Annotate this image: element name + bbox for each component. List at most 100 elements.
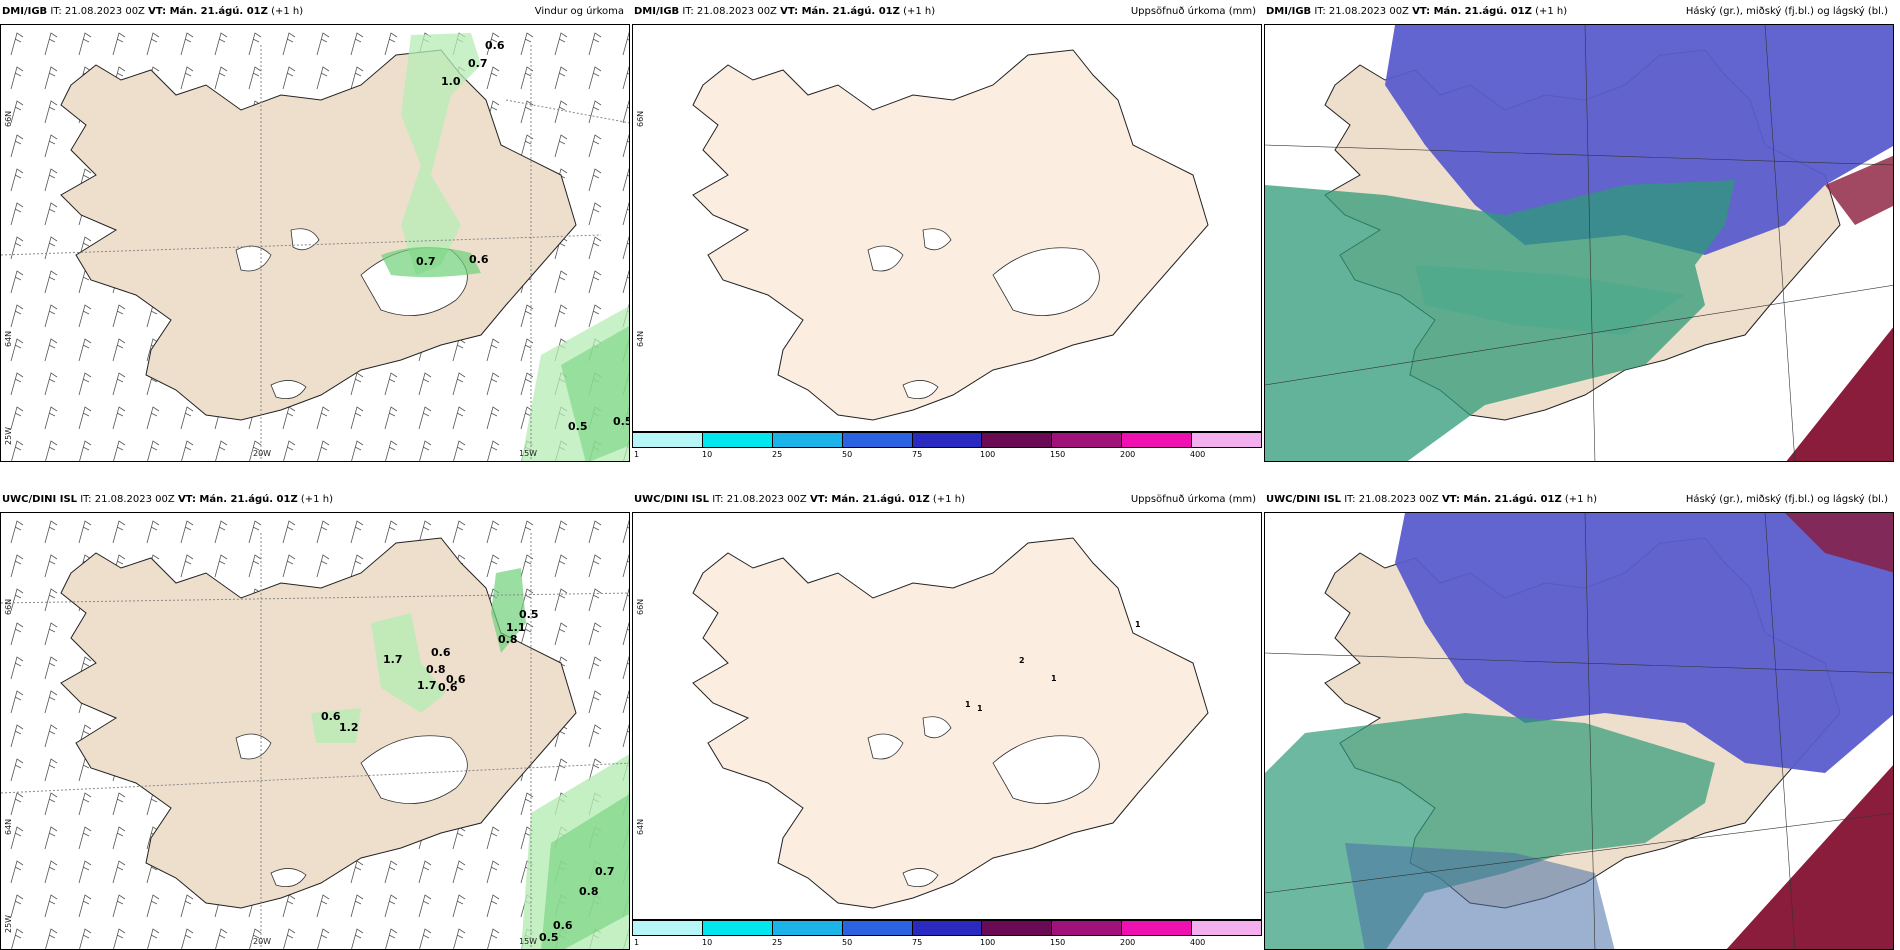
precip-area xyxy=(541,794,629,949)
colorbar-tick: 75 xyxy=(912,938,923,947)
panel-header: DMI/IGB IT: 21.08.2023 00Z VT: Mán. 21.á… xyxy=(632,0,1262,24)
colorbar-swatch xyxy=(982,921,1053,935)
lat-label: 64N xyxy=(636,818,645,835)
panel-header: DMI/IGB IT: 21.08.2023 00Z VT: Mán. 21.á… xyxy=(1264,0,1894,24)
precip-label: 0.6 xyxy=(321,710,341,723)
model-name: DMI/IGB xyxy=(1266,6,1312,17)
lat-label: 64N xyxy=(4,818,13,835)
panel-bottom-left: UWC/DINI ISL IT: 21.08.2023 00Z VT: Mán.… xyxy=(0,488,630,950)
cloud-mid xyxy=(1415,265,1685,335)
map-frame: 0.6 0.7 1.0 0.7 0.6 0.5 0.5 66N 64N 25W … xyxy=(0,24,630,462)
precip-label: 0.6 xyxy=(431,646,451,659)
model-name: UWC/DINI ISL xyxy=(2,494,78,505)
map-frame: 66N 64N xyxy=(632,24,1262,432)
map-svg: 0.5 1.1 0.8 1.7 0.6 0.8 0.6 1.7 0.6 0.6 … xyxy=(1,513,629,949)
precip-label: 0.5 xyxy=(539,931,559,944)
map-frame: 1 2 1 1 1 66N 64N xyxy=(632,512,1262,920)
it-label: IT: xyxy=(80,494,92,505)
lon-label: 25W xyxy=(4,426,13,445)
precip-area xyxy=(561,326,629,461)
it-label: IT: xyxy=(682,6,694,17)
precip-label: 1.1 xyxy=(506,621,526,634)
glacier-myrdalsjokull xyxy=(270,380,307,400)
panel-top-mid: DMI/IGB IT: 21.08.2023 00Z VT: Mán. 21.á… xyxy=(632,0,1262,462)
map-svg xyxy=(692,49,1209,421)
cloud-mid xyxy=(1345,843,1615,949)
cloud-low xyxy=(1785,513,1893,573)
glacier-langjokull xyxy=(867,245,904,272)
glacier-vatnajokull xyxy=(992,735,1100,804)
glacier-vatnajokull xyxy=(992,247,1100,316)
lon-label: 15W xyxy=(519,937,538,946)
glacier-myrdalsjokull xyxy=(902,380,939,400)
panel-bottom-mid: UWC/DINI ISL IT: 21.08.2023 00Z VT: Mán.… xyxy=(632,488,1262,950)
precip-label: 0.7 xyxy=(595,865,615,878)
colorbar-swatch xyxy=(702,433,773,447)
colorbar-swatch xyxy=(1052,921,1123,935)
lat-label: 64N xyxy=(636,330,645,347)
colorbar-swatch xyxy=(1052,433,1123,447)
vt-label: VT: Mán. 21.ágú. 01Z xyxy=(1412,6,1532,17)
precip-area xyxy=(371,613,446,713)
lat-label: 64N xyxy=(4,330,13,347)
colorbar-swatch xyxy=(982,433,1053,447)
colorbar-swatch xyxy=(702,921,773,935)
panel-top-right: DMI/IGB IT: 21.08.2023 00Z VT: Mán. 21.á… xyxy=(1264,0,1894,462)
panel-header: UWC/DINI ISL IT: 21.08.2023 00Z VT: Mán.… xyxy=(0,488,630,512)
colorbar-tick: 25 xyxy=(772,450,783,459)
glacier-hofsjokull xyxy=(290,228,320,251)
graticule xyxy=(1265,513,1893,949)
lon-label: 20W xyxy=(253,449,272,458)
vt-label: VT: Mán. 21.ágú. 01Z xyxy=(809,494,930,505)
precip-label: 0.6 xyxy=(485,39,505,52)
precip-area xyxy=(401,33,481,275)
glacier-vatnajokull xyxy=(360,735,468,804)
panel-title: Háský (gr.), miðský (fj.bl.) og lágský (… xyxy=(1685,494,1888,505)
colorbar-swatch xyxy=(1192,433,1262,447)
model-name: UWC/DINI ISL xyxy=(1266,494,1342,505)
it-label: IT: xyxy=(50,6,62,17)
lead-time: (+1 h) xyxy=(903,6,936,17)
colorbar-swatch xyxy=(772,921,843,935)
lat-label: 66N xyxy=(4,110,13,127)
map-frame: 0.5 1.1 0.8 1.7 0.6 0.8 0.6 1.7 0.6 0.6 … xyxy=(0,512,630,950)
lat-label: 66N xyxy=(636,598,645,615)
precip-label: 0.8 xyxy=(498,633,518,646)
colorbar-tick: 200 xyxy=(1120,938,1136,947)
colorbar-tick: 400 xyxy=(1190,450,1206,459)
precip-label: 0.7 xyxy=(468,57,488,70)
panel-title: Uppsöfnuð úrkoma (mm) xyxy=(1130,6,1256,17)
vt-label: VT: Mán. 21.ágú. 01Z xyxy=(148,6,268,17)
lat-label: 66N xyxy=(4,598,13,615)
colorbar-swatch xyxy=(1122,433,1193,447)
precip-label: 0.5 xyxy=(568,420,588,433)
precip-label: 1.7 xyxy=(417,679,437,692)
colorbar-tick: 100 xyxy=(980,938,996,947)
colorbar-tick: 1 xyxy=(634,450,640,459)
colorbar-swatch xyxy=(842,921,913,935)
cloud-low xyxy=(1786,327,1893,461)
colorbar-tick: 25 xyxy=(772,938,783,947)
it-label: IT: xyxy=(1344,494,1356,505)
panel-top-left: DMI/IGB IT: 21.08.2023 00Z VT: Mán. 21.á… xyxy=(0,0,630,462)
iceland-land xyxy=(692,49,1209,421)
vt-label: VT: Mán. 21.ágú. 01Z xyxy=(1441,494,1562,505)
precip-label: 0.5 xyxy=(613,415,630,428)
graticule xyxy=(1,45,629,461)
colorbar-tick: 75 xyxy=(912,450,923,459)
colorbar-tick: 400 xyxy=(1190,938,1206,947)
cloud-low xyxy=(1825,155,1893,225)
colorbar-swatch xyxy=(633,921,703,935)
vt-label: VT: Mán. 21.ágú. 01Z xyxy=(780,6,900,17)
map-svg xyxy=(1265,25,1893,461)
accum-label: 1 xyxy=(1051,674,1057,683)
precip-label: 0.6 xyxy=(553,919,573,932)
it-value: 21.08.2023 00Z xyxy=(64,6,145,17)
model-name: UWC/DINI ISL xyxy=(634,494,710,505)
model-name: DMI/IGB xyxy=(634,6,680,17)
glacier-langjokull xyxy=(235,245,272,272)
panel-title: Háský (gr.), miðský (fj.bl.) og lágský (… xyxy=(1685,6,1888,17)
cloud-high xyxy=(1385,25,1893,255)
lon-label: 25W xyxy=(4,914,13,933)
glacier-hofsjokull xyxy=(922,228,952,251)
